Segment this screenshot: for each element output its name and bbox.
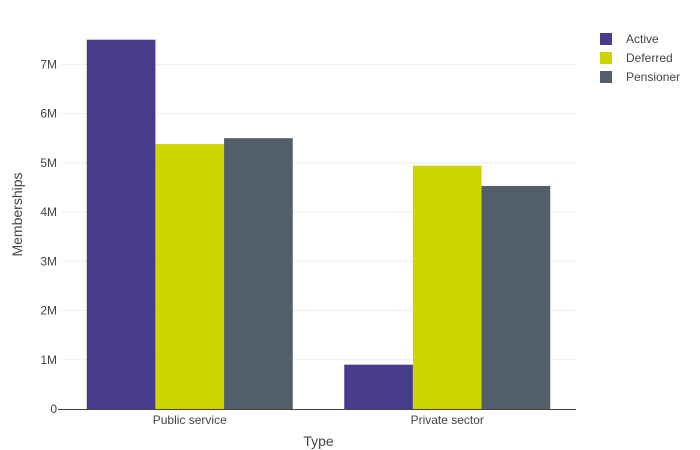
legend-label-pensioner: Pensioner (626, 70, 680, 84)
bar-deferred-public-service (155, 144, 225, 410)
axes: 0 1M 2M 3M 4M 5M 6M 7M Public service Private sec… (40, 57, 576, 427)
bar-pensioner-public-service (224, 138, 293, 409)
bar-active-private-sector (344, 364, 413, 409)
legend: Active Deferred Pensioner (600, 32, 680, 84)
bar-pensioner-private-sector (481, 185, 551, 409)
y-tick-label: 0 (50, 402, 57, 416)
legend-swatch-pensioner (600, 71, 612, 83)
bars (86, 39, 551, 410)
y-axis-title: Memberships (9, 172, 25, 256)
legend-swatch-active (600, 33, 612, 45)
bar-active-public-service (86, 39, 156, 410)
x-tick-label: Private sector (411, 413, 484, 427)
legend-swatch-deferred (600, 52, 612, 64)
x-axis-title: Type (303, 433, 334, 449)
legend-label-active: Active (626, 32, 659, 46)
y-tick-label: 7M (40, 57, 57, 71)
y-tick-label: 4M (40, 205, 57, 219)
y-tick-label: 5M (40, 156, 57, 170)
y-tick-label: 1M (40, 353, 57, 367)
y-tick-label: 6M (40, 107, 57, 121)
bar-deferred-private-sector (412, 165, 482, 409)
y-tick-label: 2M (40, 304, 57, 318)
x-tick-label: Public service (153, 413, 227, 427)
y-tick-label: 3M (40, 254, 57, 268)
legend-label-deferred: Deferred (626, 51, 673, 65)
